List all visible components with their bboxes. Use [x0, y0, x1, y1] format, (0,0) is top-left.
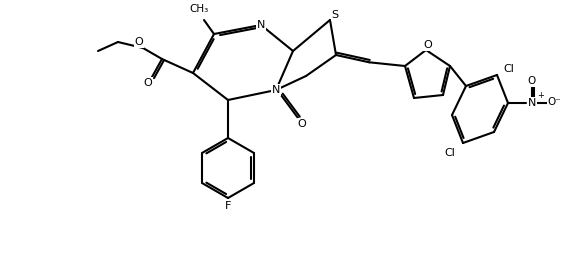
Text: CH₃: CH₃: [189, 4, 209, 14]
Text: Cl: Cl: [503, 64, 514, 74]
Text: N: N: [257, 20, 265, 30]
Text: O: O: [144, 78, 152, 88]
Text: O: O: [297, 119, 307, 129]
Text: O: O: [134, 37, 144, 47]
Text: O: O: [424, 40, 432, 50]
Text: F: F: [225, 201, 231, 211]
Text: O: O: [528, 76, 536, 86]
Text: O⁻: O⁻: [547, 97, 561, 107]
Text: N: N: [528, 98, 536, 108]
Text: +: +: [537, 91, 544, 100]
Text: Cl: Cl: [444, 148, 455, 158]
Text: S: S: [331, 10, 339, 20]
Text: N: N: [272, 85, 280, 95]
